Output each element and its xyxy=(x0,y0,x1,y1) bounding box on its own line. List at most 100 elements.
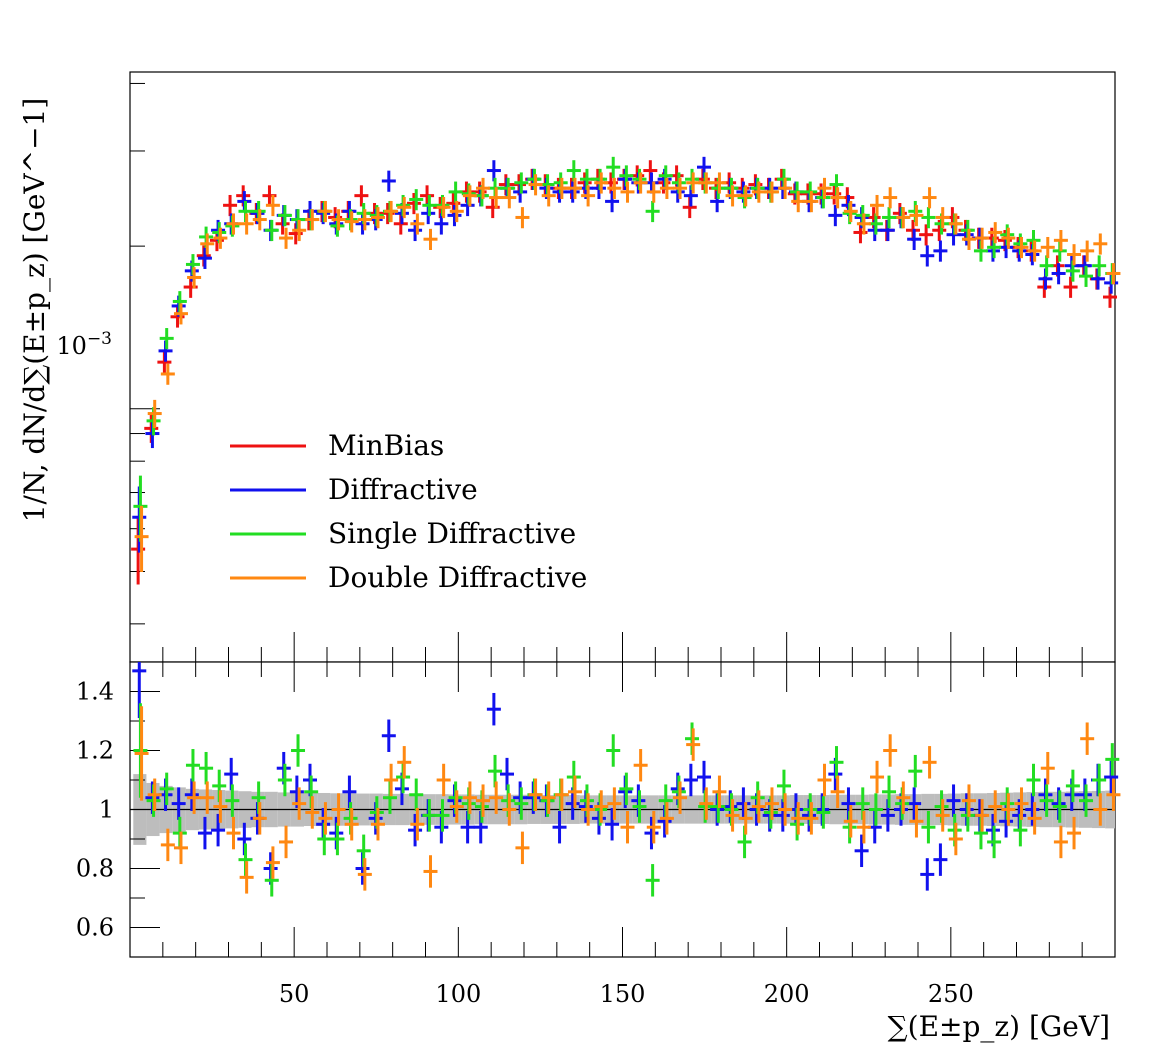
data-point xyxy=(252,209,267,231)
ratio-point xyxy=(816,796,831,829)
data-point xyxy=(197,247,212,269)
ratio-point xyxy=(226,816,241,850)
ratio-point xyxy=(134,706,149,801)
data-point xyxy=(1106,263,1121,285)
data-point xyxy=(909,205,924,227)
data-point xyxy=(406,193,421,215)
data-point xyxy=(554,177,569,199)
data-point xyxy=(502,187,517,209)
data-point xyxy=(1039,255,1054,277)
data-point xyxy=(988,222,1003,244)
ratio-point xyxy=(775,799,790,832)
data-point xyxy=(370,207,385,229)
data-point xyxy=(1063,276,1078,298)
data-point xyxy=(486,160,501,182)
ratio-point xyxy=(171,787,186,820)
ratio-point xyxy=(462,781,477,814)
ratio-series-double-diffractive xyxy=(134,706,1121,894)
data-point xyxy=(331,209,346,231)
ratio-point xyxy=(646,810,661,844)
ratio-point xyxy=(160,828,175,862)
ratio-point xyxy=(1025,793,1040,826)
data-point xyxy=(1053,230,1068,252)
data-point xyxy=(921,207,936,229)
data-point xyxy=(292,219,307,242)
data-point xyxy=(673,177,688,199)
ratio-point xyxy=(1039,784,1054,817)
ratio-point xyxy=(489,781,504,814)
ratio-point xyxy=(581,793,596,826)
data-point xyxy=(447,205,462,227)
ratio-point xyxy=(922,746,937,779)
ratio-point xyxy=(541,781,556,814)
data-point xyxy=(961,228,976,250)
ratio-point xyxy=(935,799,950,832)
ratio-point xyxy=(173,831,188,865)
data-point xyxy=(397,196,412,219)
data-point xyxy=(607,177,622,199)
ratio-point xyxy=(645,864,660,897)
data-point xyxy=(764,181,779,203)
legend-item-single-diffractive: Single Diffractive xyxy=(230,517,576,550)
ratio-point xyxy=(607,787,622,820)
data-point xyxy=(712,172,727,194)
ratio-point xyxy=(552,810,567,844)
data-point xyxy=(645,200,660,223)
ratio-point xyxy=(159,772,174,806)
ratio-point xyxy=(554,778,569,811)
data-point xyxy=(804,191,819,213)
data-point xyxy=(489,187,504,209)
ratio-point xyxy=(344,808,359,841)
ratio-axis-ticks xyxy=(130,661,1083,958)
main-y-tick-label: 10−3 xyxy=(56,329,112,360)
data-point xyxy=(778,177,793,199)
ratio-point xyxy=(330,822,345,856)
data-point xyxy=(449,200,464,223)
ratio-point xyxy=(528,778,543,811)
main-axis-ticks xyxy=(130,82,1083,662)
ratio-point xyxy=(213,790,228,823)
data-point xyxy=(420,185,435,207)
data-point xyxy=(751,181,766,203)
ratio-point xyxy=(854,834,869,868)
ratio-point xyxy=(147,778,162,811)
data-point xyxy=(462,185,477,207)
ratio-point xyxy=(409,778,424,811)
data-point xyxy=(1051,263,1066,285)
ratio-point xyxy=(738,802,753,835)
legend-item-minbias: MinBias xyxy=(230,429,444,462)
ratio-point xyxy=(225,784,240,817)
ratio-point xyxy=(683,763,698,797)
ratio-point xyxy=(449,790,464,823)
ratio-point xyxy=(397,746,412,779)
ratio-point xyxy=(686,728,701,761)
data-point xyxy=(896,207,911,229)
data-point xyxy=(528,174,543,196)
data-point xyxy=(646,181,661,203)
data-point xyxy=(606,156,621,178)
data-point xyxy=(381,170,396,192)
legend-label: Single Diffractive xyxy=(328,517,576,550)
ratio-point xyxy=(882,775,897,809)
x-tick-label: 250 xyxy=(928,980,974,1008)
ratio-point xyxy=(988,790,1003,823)
data-point xyxy=(476,177,491,199)
ratio-point xyxy=(736,787,751,820)
data-point xyxy=(187,267,202,289)
data-point xyxy=(919,224,934,246)
data-point xyxy=(1067,244,1082,266)
data-point xyxy=(907,228,922,250)
legend-item-double-diffractive: Double Diffractive xyxy=(230,561,587,594)
ratio-point xyxy=(883,734,898,767)
ratio-point xyxy=(817,763,832,797)
main-y-tick-label-exponent: −3 xyxy=(87,329,112,349)
ratio-point xyxy=(868,793,883,826)
ratio-point xyxy=(697,760,712,794)
ratio-point xyxy=(594,790,609,823)
legend-label: Double Diffractive xyxy=(328,561,587,594)
data-point xyxy=(344,211,359,233)
ratio-point xyxy=(987,825,1002,859)
ratio-point xyxy=(870,760,885,794)
legend-item-diffractive: Diffractive xyxy=(230,473,478,506)
ratio-point xyxy=(279,825,294,859)
